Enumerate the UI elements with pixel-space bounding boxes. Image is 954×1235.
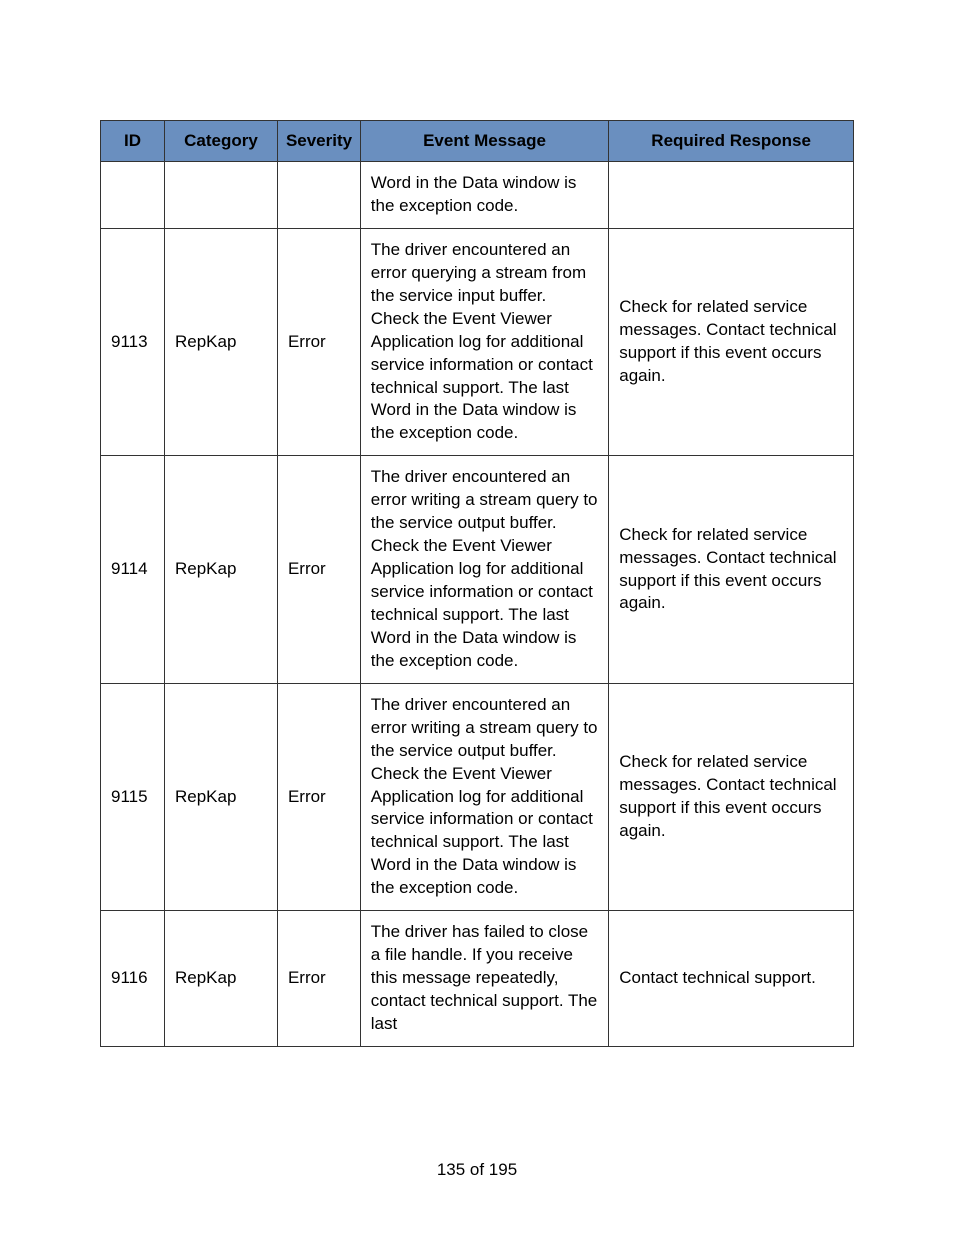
cell-message: The driver has failed to close a file ha… — [360, 911, 608, 1047]
cell-response: Contact technical support. — [609, 911, 854, 1047]
cell-category: RepKap — [165, 683, 278, 910]
header-response: Required Response — [609, 121, 854, 162]
cell-category: RepKap — [165, 456, 278, 683]
table-body: Word in the Data window is the exception… — [101, 162, 854, 1047]
cell-response: Check for related service messages. Cont… — [609, 456, 854, 683]
cell-response — [609, 162, 854, 229]
table-row: 9114 RepKap Error The driver encountered… — [101, 456, 854, 683]
table-row: 9115 RepKap Error The driver encountered… — [101, 683, 854, 910]
table-row: Word in the Data window is the exception… — [101, 162, 854, 229]
table-row: 9113 RepKap Error The driver encountered… — [101, 228, 854, 455]
cell-response: Check for related service messages. Cont… — [609, 683, 854, 910]
cell-response: Check for related service messages. Cont… — [609, 228, 854, 455]
cell-id: 9116 — [101, 911, 165, 1047]
header-category: Category — [165, 121, 278, 162]
cell-message: The driver encountered an error querying… — [360, 228, 608, 455]
header-row: ID Category Severity Event Message Requi… — [101, 121, 854, 162]
page-number: 135 of 195 — [0, 1160, 954, 1180]
cell-message: The driver encountered an error writing … — [360, 683, 608, 910]
cell-severity: Error — [277, 228, 360, 455]
header-severity: Severity — [277, 121, 360, 162]
cell-message: The driver encountered an error writing … — [360, 456, 608, 683]
cell-severity — [277, 162, 360, 229]
cell-severity: Error — [277, 456, 360, 683]
event-table: ID Category Severity Event Message Requi… — [100, 120, 854, 1047]
table-row: 9116 RepKap Error The driver has failed … — [101, 911, 854, 1047]
cell-id — [101, 162, 165, 229]
cell-id: 9113 — [101, 228, 165, 455]
table-header: ID Category Severity Event Message Requi… — [101, 121, 854, 162]
cell-id: 9115 — [101, 683, 165, 910]
cell-message: Word in the Data window is the exception… — [360, 162, 608, 229]
cell-severity: Error — [277, 911, 360, 1047]
header-message: Event Message — [360, 121, 608, 162]
cell-category: RepKap — [165, 911, 278, 1047]
cell-category — [165, 162, 278, 229]
cell-severity: Error — [277, 683, 360, 910]
header-id: ID — [101, 121, 165, 162]
cell-id: 9114 — [101, 456, 165, 683]
cell-category: RepKap — [165, 228, 278, 455]
